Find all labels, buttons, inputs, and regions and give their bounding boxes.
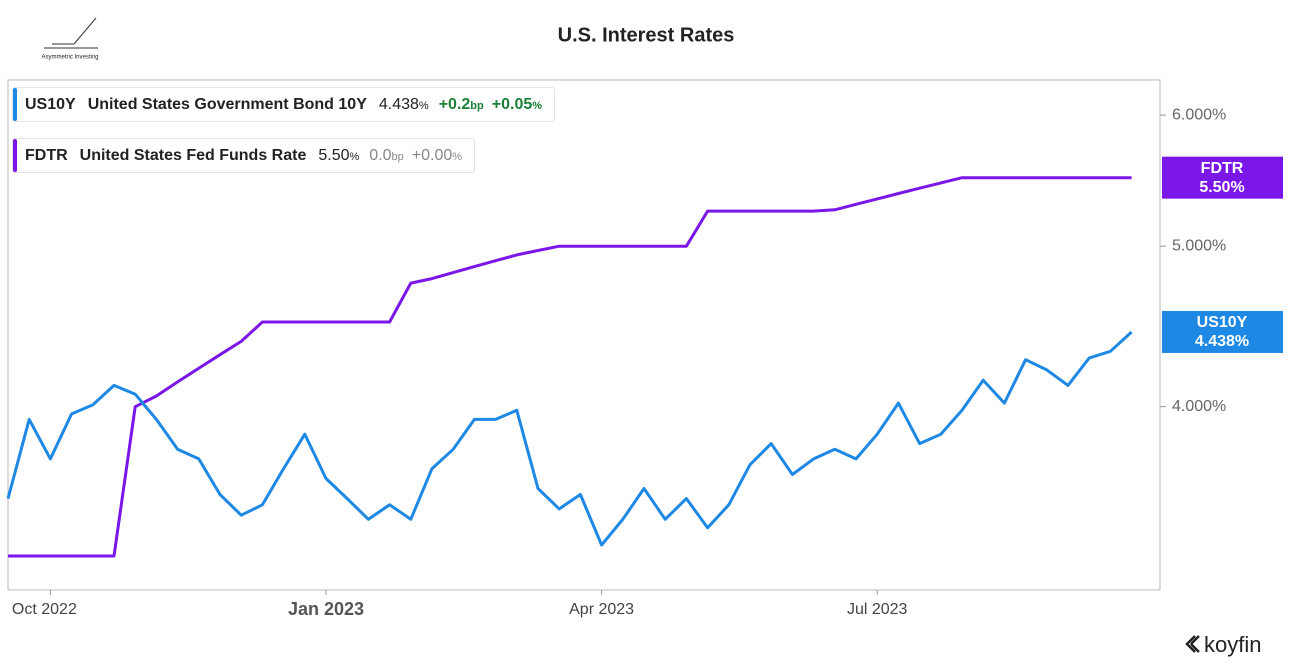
unit: bp [391, 150, 404, 163]
chart-title: U.S. Interest Rates [558, 24, 735, 46]
value-badge: US10Y 4.438% [1162, 310, 1283, 353]
legend-last: 5.50% [318, 147, 359, 165]
legend-last: 4.438% [379, 96, 429, 114]
badge-name: US10Y [1197, 314, 1248, 331]
legend-change: 0.0bp [369, 147, 404, 165]
legend-pct-change: +0.05% [492, 96, 542, 114]
y-tick-label: 6.000% [1172, 106, 1226, 123]
unit: % [452, 150, 463, 163]
legend-change: +0.2bp [439, 96, 484, 114]
pct-change-value: +0.00 [411, 146, 453, 164]
x-tick-label: Apr 2023 [569, 601, 634, 618]
badge-box [1162, 310, 1283, 353]
last-value: 5.50 [318, 146, 350, 164]
legend-pct-change: +0.00% [412, 147, 462, 165]
last-value: 4.438 [378, 95, 419, 113]
change-value: 0.0 [369, 146, 392, 164]
x-tick-label: Jul 2023 [847, 601, 908, 618]
series-line [8, 176, 1132, 558]
unit: % [349, 150, 360, 163]
legend-item: US10Y United States Government Bond 10Y 4.… [12, 87, 556, 122]
legend-ticker: FDTR [25, 146, 68, 164]
pct-change-value: +0.05 [491, 95, 533, 113]
unit: % [532, 99, 543, 112]
badge-name: FDTR [1201, 160, 1244, 177]
legend-description: United States Government Bond 10Y [87, 95, 367, 113]
badge-value: 5.50% [1199, 179, 1244, 196]
series-line [6, 330, 1133, 547]
brand-logo: Asymmetric Investing [41, 17, 99, 61]
brand-name: Asymmetric Investing [41, 55, 98, 61]
x-tick-label: Oct 2022 [12, 601, 77, 618]
y-tick-label: 5.000% [1172, 237, 1226, 254]
legend-swatch [13, 88, 17, 121]
badge-value: 4.438% [1195, 333, 1249, 350]
x-tick-label: Jan 2023 [288, 599, 364, 619]
legend-swatch [13, 139, 17, 172]
legend-ticker: US10Y [25, 95, 76, 113]
value-badge: FDTR 5.50% [1162, 156, 1283, 199]
plot-frame [7, 79, 1161, 591]
change-value: +0.2 [438, 95, 471, 113]
unit: % [418, 99, 429, 112]
y-tick-label: 4.000% [1172, 398, 1226, 415]
unit: bp [470, 99, 484, 112]
legend-item: FDTR United States Fed Funds Rate 5.50% 0.0… [12, 138, 476, 173]
legend-description: United States Fed Funds Rate [79, 146, 307, 164]
badge-box [1162, 156, 1283, 199]
source-name: koyfin [1204, 632, 1261, 657]
koyfin-logo: koyfin [1185, 632, 1261, 657]
